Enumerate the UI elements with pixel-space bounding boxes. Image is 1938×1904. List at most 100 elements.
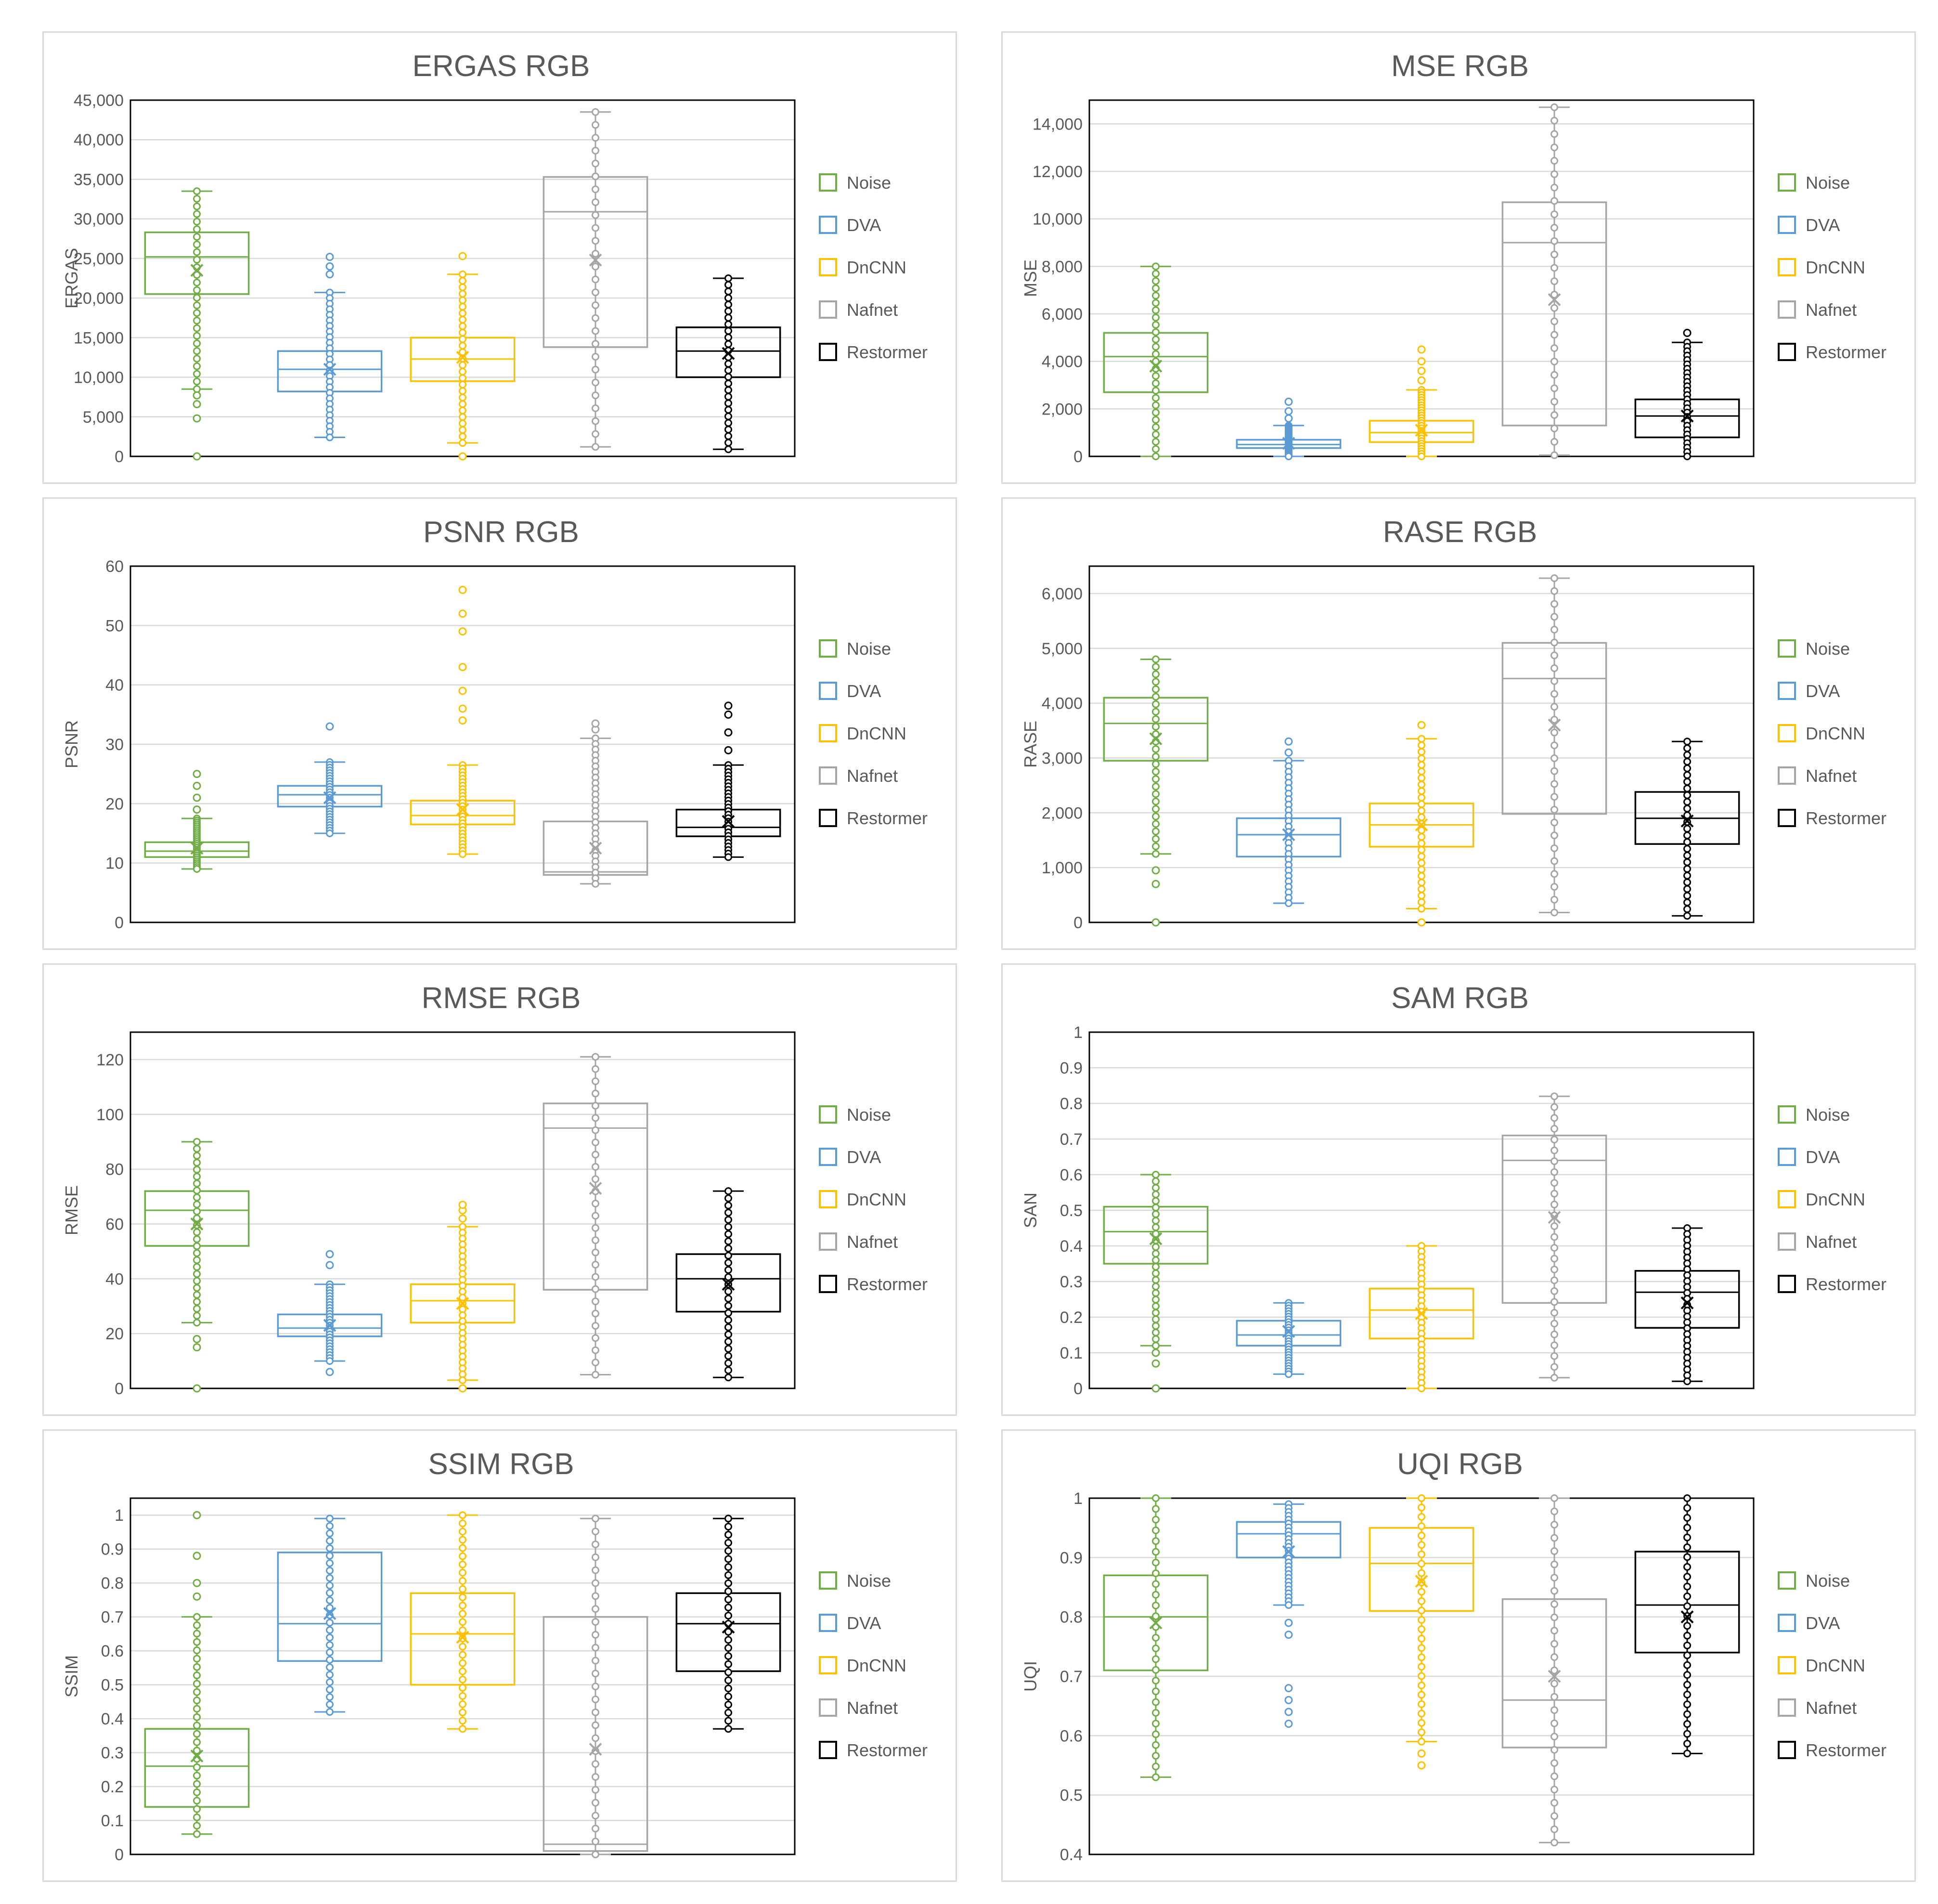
data-point — [1152, 1558, 1160, 1567]
data-point — [592, 185, 599, 194]
data-point — [592, 121, 599, 129]
data-point — [724, 1266, 732, 1274]
data-point — [724, 1660, 732, 1668]
data-point — [1152, 1269, 1160, 1277]
data-point — [193, 1172, 201, 1180]
data-point — [459, 426, 466, 434]
data-point — [1550, 1146, 1558, 1154]
data-point — [724, 439, 732, 447]
data-point — [193, 309, 201, 317]
data-point — [592, 1605, 599, 1613]
chart-title: SAM RGB — [1391, 982, 1529, 1015]
y-tick-label: 20 — [105, 795, 124, 813]
data-point — [1550, 357, 1558, 365]
data-point — [1285, 1370, 1292, 1378]
data-point — [1152, 350, 1160, 358]
data-point — [1683, 1651, 1691, 1659]
mean-marker — [1415, 1307, 1428, 1321]
data-point — [724, 373, 732, 381]
data-point — [592, 1670, 599, 1678]
data-point — [1418, 806, 1425, 815]
data-point — [326, 1656, 334, 1664]
data-point — [459, 367, 466, 376]
data-point — [326, 433, 334, 441]
plot-area-frame — [129, 1497, 796, 1855]
data-point — [724, 1295, 732, 1303]
data-point — [193, 1830, 201, 1838]
legend-swatch — [819, 173, 837, 192]
data-point — [1550, 143, 1558, 152]
data-point — [1152, 430, 1160, 439]
box-dncnn — [410, 1201, 516, 1393]
data-point — [1152, 445, 1160, 453]
data-point — [459, 1651, 466, 1659]
mean-marker — [722, 347, 735, 360]
data-point — [1152, 1612, 1160, 1620]
data-point — [592, 1175, 599, 1183]
data-point — [459, 1577, 466, 1585]
outlier-point — [458, 452, 467, 461]
data-point — [193, 865, 201, 873]
data-point — [592, 1273, 599, 1281]
chart-panel-mse: MSE RGB 0 2,000 4,000 6,000 8,000 10,000 12,000… — [1001, 31, 1916, 484]
y-tick-label: 40,000 — [74, 131, 124, 149]
y-tick-label: 0 — [115, 1846, 124, 1864]
outlier-point — [325, 722, 334, 731]
chart-title: SSIM RGB — [428, 1448, 574, 1481]
data-point — [724, 399, 732, 407]
outlier-point — [458, 704, 467, 713]
data-point — [724, 1366, 732, 1374]
legend-swatch — [819, 1190, 837, 1208]
data-point — [1152, 394, 1160, 402]
data-point — [193, 1680, 201, 1688]
data-point — [193, 1193, 201, 1202]
data-point — [1418, 1385, 1425, 1392]
data-point — [1418, 741, 1425, 750]
data-point — [326, 1544, 334, 1553]
box-dva — [1236, 1500, 1342, 1728]
data-point — [1418, 1494, 1425, 1502]
data-point — [1683, 791, 1691, 799]
legend-label: DVA — [847, 1147, 881, 1167]
data-point — [326, 1671, 334, 1679]
outlier-point — [724, 746, 733, 754]
data-point — [1550, 741, 1558, 750]
data-point — [1550, 1507, 1558, 1515]
data-point — [1550, 1719, 1558, 1727]
outlier-point — [1284, 1619, 1293, 1627]
data-point — [193, 362, 201, 370]
data-point — [724, 386, 732, 394]
data-point — [193, 1277, 201, 1285]
legend-swatch — [819, 809, 837, 827]
legend-label: Restormer — [1806, 808, 1886, 828]
outlier-point — [1284, 1720, 1293, 1728]
data-point — [1550, 1772, 1558, 1780]
box-dva — [1236, 737, 1342, 907]
data-point — [724, 366, 732, 375]
legend-swatch — [819, 1232, 837, 1251]
data-point — [326, 1357, 334, 1365]
data-point — [193, 332, 201, 340]
chart-panel-uqi: UQI RGB 0.4 0.5 0.6 0.7 0.8 0.9 1 UQI Noise DVA DnC… — [1001, 1429, 1916, 1882]
outlier-point — [1284, 1696, 1293, 1704]
data-point — [1152, 1698, 1160, 1706]
chart-sam-svg: SAM RGB 0 0.1 0.2 0.3 0.4 0.5 0.6 0.7 0.8 0.9 1 SAN N… — [1021, 982, 1886, 1398]
data-point — [724, 1309, 732, 1317]
data-point — [193, 1630, 201, 1638]
mean-marker — [1415, 818, 1428, 831]
data-point — [459, 322, 466, 330]
data-point — [1152, 453, 1160, 460]
y-tick-label: 40 — [105, 1270, 124, 1288]
data-point — [193, 1249, 201, 1257]
data-point — [1550, 1243, 1558, 1252]
outlier-point — [325, 270, 334, 279]
data-point — [459, 1667, 466, 1675]
data-point — [1550, 237, 1558, 245]
data-point — [193, 1235, 201, 1243]
data-point — [193, 1284, 201, 1292]
data-point — [1152, 423, 1160, 431]
data-point — [459, 400, 466, 408]
data-point — [1152, 700, 1160, 708]
data-point — [1152, 1773, 1160, 1781]
data-point — [1550, 1825, 1558, 1833]
